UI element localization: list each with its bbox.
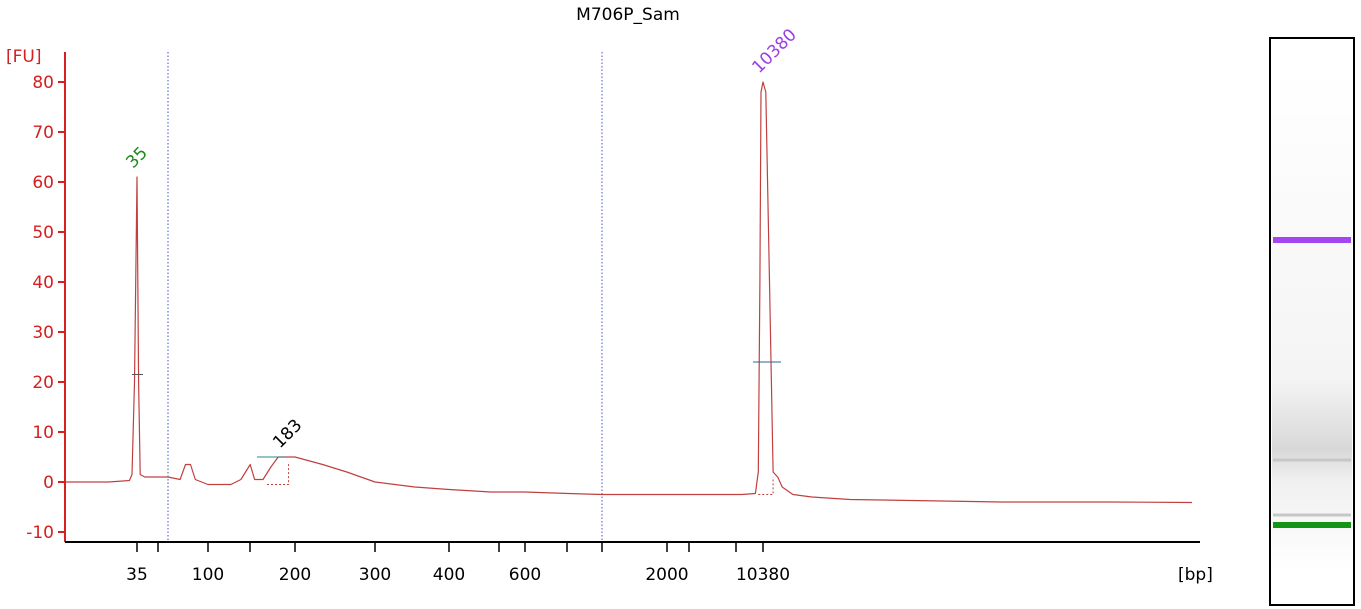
gel-lane-smear xyxy=(1272,70,1352,570)
y-tick-label: 50 xyxy=(32,223,54,243)
peak-label: 183 xyxy=(269,415,306,452)
y-tick-label: 20 xyxy=(32,373,54,393)
gel-bands xyxy=(1273,237,1351,528)
gel-band xyxy=(1273,237,1351,243)
y-tick-label: 70 xyxy=(32,123,54,143)
y-tick-label: 30 xyxy=(32,323,54,343)
peak-labels: 35 183 10380 xyxy=(122,25,800,452)
y-tick-label: 10 xyxy=(32,423,54,443)
y-tick-label: -10 xyxy=(26,523,54,543)
x-tick-label: 100 xyxy=(192,565,224,585)
peak-label: 10380 xyxy=(748,25,800,77)
x-tick-label: 10380 xyxy=(736,565,790,585)
region-marker xyxy=(266,462,290,485)
y-axis-label: [FU] xyxy=(6,47,42,67)
plot-area xyxy=(65,52,1193,542)
x-axis: 35 100 200 300 400 600 2000 10380 xyxy=(65,541,1200,585)
x-tick-label: 35 xyxy=(126,565,148,585)
y-tick-label: 0 xyxy=(43,473,54,493)
y-axis: -10 0 10 20 30 40 50 60 70 80 xyxy=(26,52,66,543)
x-tick-label: 300 xyxy=(359,565,391,585)
x-tick-label: 200 xyxy=(279,565,311,585)
y-tick-label: 60 xyxy=(32,173,54,193)
chart-title: M706P_Sam xyxy=(576,5,680,25)
peak-baseline-marker xyxy=(758,477,774,495)
y-tick-label: 40 xyxy=(32,273,54,293)
gel-band xyxy=(1273,458,1351,462)
peak-label: 35 xyxy=(122,143,151,172)
gel-lane xyxy=(1269,37,1355,606)
x-tick-label: 2000 xyxy=(645,565,688,585)
trace-line xyxy=(65,81,1193,504)
gel-band xyxy=(1273,513,1351,517)
x-tick-label: 600 xyxy=(509,565,541,585)
gel-band xyxy=(1273,522,1351,528)
x-tick-label: 400 xyxy=(433,565,465,585)
y-tick-label: 80 xyxy=(32,73,54,93)
x-axis-label: [bp] xyxy=(1178,565,1213,585)
